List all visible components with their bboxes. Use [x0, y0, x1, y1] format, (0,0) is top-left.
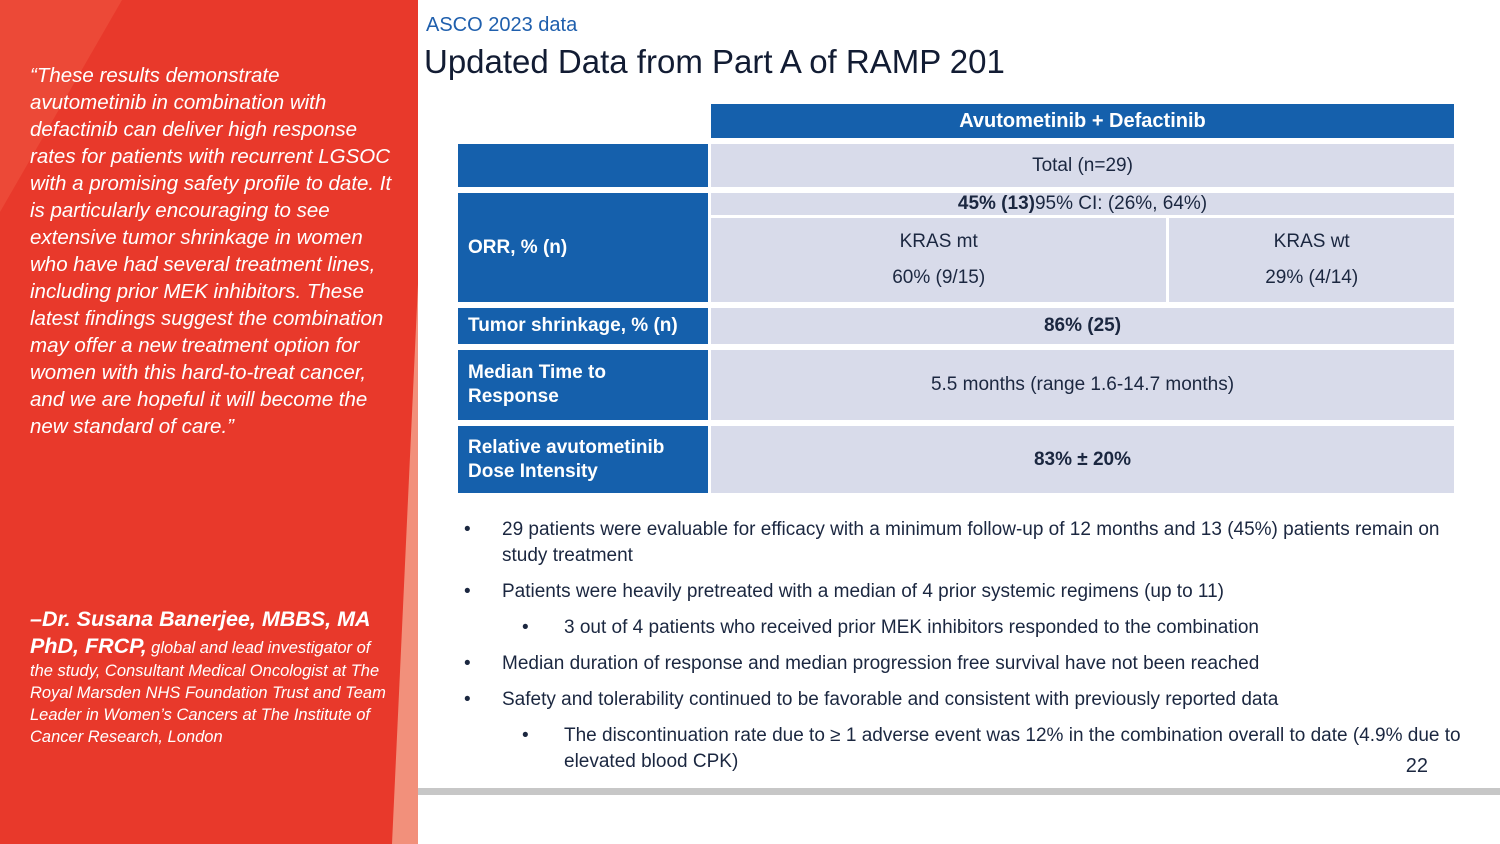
orr-overall-value: 45% (13): [957, 193, 1035, 214]
orr-overall-ci: 95% CI: (26%, 64%): [1034, 193, 1208, 214]
bullet-marker: •: [464, 653, 471, 674]
kras-mt-label: KRAS mt: [899, 231, 978, 252]
bullet-marker: •: [522, 617, 529, 638]
tumor-shrinkage-value: 86% (25): [711, 308, 1454, 344]
row-label-orr: ORR, % (n): [458, 193, 708, 302]
bullet-marker: •: [522, 725, 529, 746]
footer-divider-bar: [418, 788, 1500, 795]
orr-overall-cell: 45% (13) 95% CI: (26%, 64%): [711, 193, 1454, 215]
row-label-empty: [458, 144, 708, 187]
row-label-tumor-shrinkage: Tumor shrinkage, % (n): [458, 308, 708, 344]
page-number: 22: [1405, 755, 1428, 777]
table-row-dose-intensity: Relative avutometinib Dose Intensity 83%…: [458, 426, 1454, 493]
bullet-text: Safety and tolerability continued to be …: [502, 689, 1279, 710]
orr-kras-wt-cell: KRAS wt 29% (4/14): [1169, 218, 1454, 302]
kras-wt-label: KRAS wt: [1273, 231, 1350, 252]
results-table: Avutometinib + Defactinib Total (n=29) O…: [458, 104, 1454, 493]
table-header-row: Avutometinib + Defactinib: [458, 104, 1454, 138]
sidebar-quote: “These results demonstrate avutometinib …: [30, 64, 392, 438]
row-label-dose-intensity: Relative avutometinib Dose Intensity: [458, 426, 708, 493]
orr-data-column: 45% (13) 95% CI: (26%, 64%) KRAS mt 60% …: [711, 193, 1454, 302]
orr-kras-subrow: KRAS mt 60% (9/15) KRAS wt 29% (4/14): [711, 218, 1454, 302]
dose-intensity-value: 83% ± 20%: [711, 426, 1454, 493]
total-cell: Total (n=29): [711, 144, 1454, 187]
kicker: ASCO 2023 data: [426, 14, 578, 36]
table-row-orr: ORR, % (n) 45% (13) 95% CI: (26%, 64%) K…: [458, 193, 1454, 302]
attribution-name: –Dr. Susana Banerjee, MBBS, MA PhD, FRCP…: [30, 607, 370, 658]
table-row-median-time: Median Time to Response 5.5 months (rang…: [458, 350, 1454, 420]
sidebar-accent-edge: [392, 284, 418, 844]
bullet-text: Median duration of response and median p…: [502, 653, 1260, 674]
bullet-text: 3 out of 4 patients who received prior M…: [564, 617, 1259, 638]
bullet-text: 29 patients were evaluable for efficacy …: [502, 519, 1440, 566]
attribution-role: global and lead investigator of the stud…: [30, 639, 386, 746]
quote-attribution: –Dr. Susana Banerjee, MBBS, MA PhD, FRCP…: [30, 606, 396, 748]
bullet-subitem: • 3 out of 4 patients who received prior …: [464, 615, 1464, 641]
bullet-text: Patients were heavily pretreated with a …: [502, 581, 1224, 602]
key-points-list: • 29 patients were evaluable for efficacy…: [464, 517, 1464, 775]
row-label-median-time: Median Time to Response: [458, 350, 708, 420]
bullet-text: The discontinuation rate due to ≥ 1 adve…: [564, 725, 1461, 772]
bullet-item: • Safety and tolerability continued to be…: [464, 687, 1464, 713]
bullet-marker: •: [464, 519, 471, 540]
slide-content: ASCO 2023 data Updated Data from Part A …: [418, 0, 1500, 844]
page-title: Updated Data from Part A of RAMP 201: [424, 43, 1005, 80]
kras-wt-value: 29% (4/14): [1265, 267, 1359, 288]
quote-sidebar: “These results demonstrate avutometinib …: [0, 0, 418, 844]
orr-kras-mt-cell: KRAS mt 60% (9/15): [711, 218, 1167, 302]
bullet-item: • Median duration of response and median …: [464, 651, 1464, 677]
bullet-item: • Patients were heavily pretreated with a…: [464, 579, 1464, 605]
bullet-marker: •: [464, 581, 471, 602]
bullet-subitem: • The discontinuation rate due to ≥ 1 adv…: [464, 723, 1464, 775]
bullet-marker: •: [464, 689, 471, 710]
bullet-item: • 29 patients were evaluable for efficacy…: [464, 517, 1464, 569]
table-row-tumor-shrinkage: Tumor shrinkage, % (n) 86% (25): [458, 308, 1454, 344]
table-row-total: Total (n=29): [458, 144, 1454, 187]
table-header-cell: Avutometinib + Defactinib: [711, 104, 1454, 138]
table-header-spacer: [458, 104, 708, 138]
median-time-value: 5.5 months (range 1.6-14.7 months): [711, 350, 1454, 420]
kras-mt-value: 60% (9/15): [892, 267, 986, 288]
